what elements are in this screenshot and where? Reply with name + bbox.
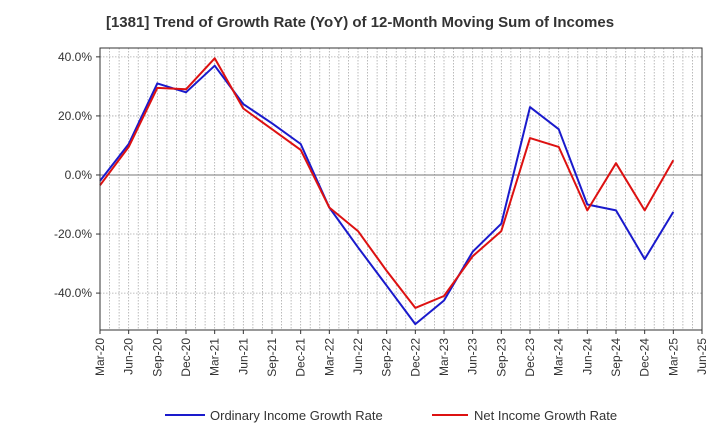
x-tick-label: Jun-20: [122, 338, 136, 375]
axis-layer: 40.0% 20.0% 0.0% -20.0% -40.0% Mar-20 Jun-20 Se…: [54, 47, 709, 377]
x-tick-label: Jun-25: [695, 338, 709, 375]
x-tick-label: Sep-20: [150, 338, 164, 377]
x-tick-label: Mar-21: [208, 338, 222, 376]
x-tick-label: Dec-23: [523, 338, 537, 377]
x-tick-label: Dec-20: [179, 338, 193, 377]
x-tick-label: Mar-23: [437, 338, 451, 376]
y-tick-label: 0.0%: [65, 168, 93, 182]
x-tick-label: Dec-21: [294, 338, 308, 377]
plot-frame: [99, 47, 703, 331]
x-tick-label: Sep-22: [380, 338, 394, 377]
x-tick-label: Mar-25: [666, 338, 680, 376]
y-tick-label: 40.0%: [58, 50, 92, 64]
x-tick-label: Dec-24: [638, 338, 652, 377]
x-tick-label: Mar-20: [93, 338, 107, 376]
x-tick-label: Jun-24: [580, 338, 594, 375]
y-tick-label: -40.0%: [54, 286, 92, 300]
legend: Ordinary Income Growth Rate Net Income Gr…: [165, 408, 617, 423]
x-tick-label: Sep-21: [265, 338, 279, 377]
x-tick-label: Dec-22: [408, 338, 422, 377]
grid-layer: [100, 48, 702, 330]
ordinary-income-series-line: [99, 64, 675, 326]
legend-label: Net Income Growth Rate: [474, 408, 617, 423]
series-layer: [99, 57, 675, 326]
x-tick-label: Sep-23: [494, 338, 508, 377]
x-tick-label: Jun-21: [236, 338, 250, 375]
net-income-series-line: [99, 57, 675, 309]
y-tick-label: 20.0%: [58, 109, 92, 123]
x-tick-label: Jun-23: [466, 338, 480, 375]
legend-label: Ordinary Income Growth Rate: [210, 408, 383, 423]
x-tick-label: Jun-22: [351, 338, 365, 375]
x-tick-label: Sep-24: [609, 338, 623, 377]
chart-title: [1381] Trend of Growth Rate (YoY) of 12-…: [105, 14, 615, 31]
x-tick-label: Mar-22: [322, 338, 336, 376]
x-tick-label: Mar-24: [552, 338, 566, 376]
y-tick-label: -20.0%: [54, 227, 92, 241]
